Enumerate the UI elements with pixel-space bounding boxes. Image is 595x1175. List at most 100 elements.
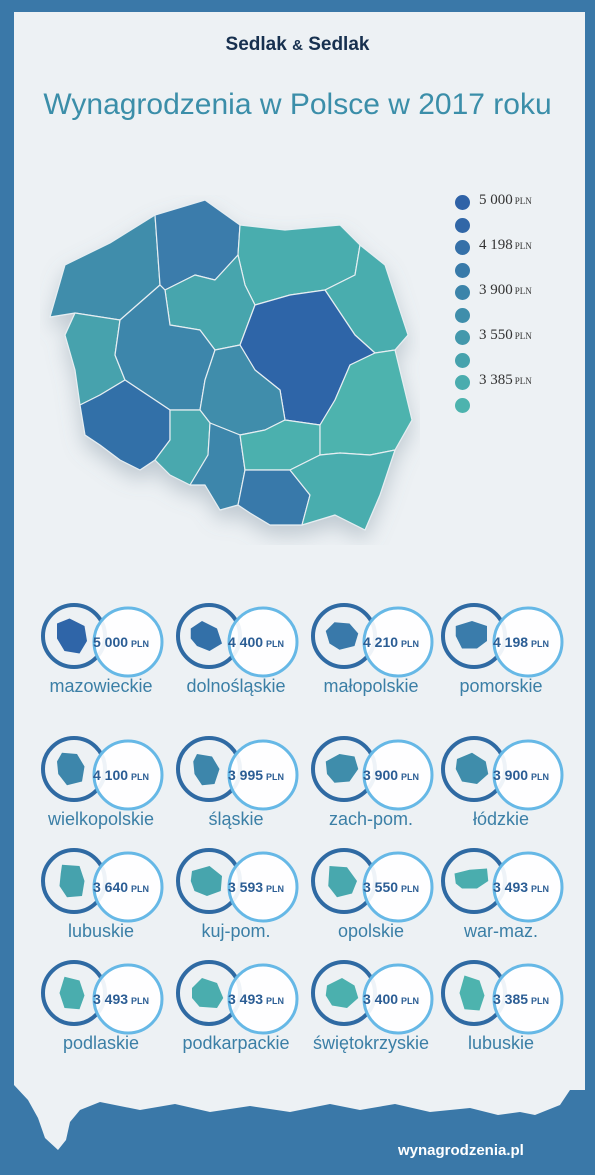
region-badge (311, 848, 434, 923)
region-value: 4 198 PLN (493, 634, 565, 650)
scale-label-value: 5 000 (479, 192, 513, 208)
region-badge (176, 736, 299, 811)
region-card: 3 995 PLN śląskie (176, 733, 311, 851)
scale-swatch (455, 307, 470, 323)
region-name: opolskie (337, 921, 405, 941)
region-ring-inner (362, 963, 434, 1035)
region-value: 5 000 PLN (93, 634, 165, 650)
region-card: 3 385 PLN lubuskie (441, 957, 576, 1075)
region-shape-icon (328, 866, 357, 898)
region-value: 3 493 PLN (228, 991, 300, 1007)
region-badge (176, 603, 299, 678)
region-value-number: 3 550 (363, 879, 399, 895)
region-value-number: 5 000 (93, 634, 129, 650)
region-shape-icon (193, 754, 220, 786)
region-name: pomorskie (459, 676, 543, 696)
region-value-unit: PLN (531, 639, 550, 649)
region-shape-icon (455, 621, 487, 649)
region-badge (41, 603, 164, 678)
region-ring-inner (227, 963, 299, 1035)
scale-label: 3 900 PLN (479, 282, 532, 299)
region-name: podlaskie (62, 1033, 140, 1053)
region-value-number: 3 400 (363, 991, 399, 1007)
region-shape-icon (325, 978, 359, 1008)
region-value-unit: PLN (401, 772, 420, 782)
region-shape-icon (459, 975, 485, 1011)
scale-swatch (455, 330, 470, 345)
region-name: łódzkie (472, 809, 530, 829)
scale-label-unit: PLN (514, 331, 532, 341)
region-value-number: 3 493 (93, 991, 129, 1007)
scale-label-unit: PLN (514, 286, 532, 296)
region-card: 3 593 PLN kuj-pom. (176, 845, 311, 963)
scale-label-value: 3 550 (479, 327, 513, 343)
region-badge (311, 960, 434, 1035)
region-badge (441, 603, 564, 678)
scale-swatch (455, 240, 470, 255)
page-title: Wynagrodzenia w Polsce w 2017 roku (43, 88, 552, 121)
region-shape-icon (325, 622, 359, 650)
region-value-number: 3 995 (228, 767, 264, 783)
scale-swatch (455, 195, 470, 210)
scale-label-unit: PLN (514, 376, 532, 386)
region-card: 3 900 PLN łódzkie (441, 733, 576, 851)
region-value-number: 3 593 (228, 879, 264, 895)
region-ring-inner (92, 739, 164, 811)
region-badge (311, 736, 434, 811)
region-badge (441, 848, 564, 923)
region-values-grid: 5 000 PLN mazowieckie 4 400 PLN dolnośląskie 4… (0, 600, 595, 1070)
scale-label-value: 4 198 (479, 237, 513, 253)
region-ring-inner (362, 851, 434, 923)
region-value-number: 3 385 (493, 991, 529, 1007)
region-card: 4 198 PLN pomorskie (441, 600, 576, 718)
region-badge (176, 960, 299, 1035)
region-shape-icon (190, 621, 222, 651)
region-name: podkarpackie (182, 1033, 290, 1053)
region-value: 3 593 PLN (228, 879, 300, 895)
site-url: wynagrodzenia.pl (398, 1142, 524, 1159)
region-shape-icon (325, 754, 359, 783)
region-card: 3 493 PLN war-maz. (441, 845, 576, 963)
region-ring-inner (227, 851, 299, 923)
scale-swatch (455, 262, 470, 278)
region-value-unit: PLN (266, 996, 285, 1006)
region-badge (176, 848, 299, 923)
brand-amp: & (292, 37, 303, 54)
region-value: 3 900 PLN (363, 767, 435, 783)
region-value-number: 4 198 (493, 634, 529, 650)
region-ring-inner (92, 963, 164, 1035)
region-value: 3 400 PLN (363, 991, 435, 1007)
region-name: mazowieckie (49, 676, 153, 696)
region-value-unit: PLN (131, 639, 150, 649)
region-value: 3 493 PLN (93, 991, 165, 1007)
scale-label: 3 550 PLN (479, 327, 532, 344)
region-value-number: 4 400 (228, 634, 264, 650)
region-value-number: 3 640 (93, 879, 129, 895)
region-value: 3 493 PLN (493, 879, 565, 895)
region-badge (41, 848, 164, 923)
region-name: lubuskie (67, 921, 135, 941)
region-ring-inner (492, 739, 564, 811)
region-value: 4 400 PLN (228, 634, 300, 650)
region-name: kuj-pom. (201, 921, 271, 941)
region-card: 3 400 PLN świętokrzyskie (311, 957, 446, 1075)
region-card: 4 210 PLN małopolskie (311, 600, 446, 718)
region-badge (41, 736, 164, 811)
region-name: świętokrzyskie (312, 1033, 430, 1053)
region-card: 4 400 PLN dolnośląskie (176, 600, 311, 718)
region-shape-icon (190, 866, 222, 896)
region-value: 3 995 PLN (228, 767, 300, 783)
color-scale-legend: 5 000 PLN 4 198 PLN 3 900 PLN 3 550 PLN 3 385 PLN (455, 190, 585, 440)
region-badge (441, 736, 564, 811)
region-value-unit: PLN (401, 884, 420, 894)
brand-logo: Sedlak & Sedlak (0, 34, 595, 56)
region-value-unit: PLN (531, 996, 550, 1006)
region-shape-icon (192, 978, 224, 1008)
region-shape-icon (455, 752, 489, 784)
region-ring-inner (92, 606, 164, 678)
region-value-unit: PLN (401, 996, 420, 1006)
scale-swatch (455, 217, 470, 233)
region-value-unit: PLN (131, 996, 150, 1006)
scale-label-value: 3 385 (479, 372, 513, 388)
region-card: 3 493 PLN podkarpackie (176, 957, 311, 1075)
